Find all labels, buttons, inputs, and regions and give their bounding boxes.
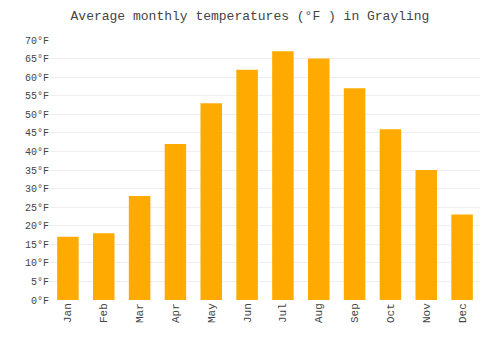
svg-text:Jun: Jun bbox=[242, 303, 254, 323]
svg-text:45°F: 45°F bbox=[25, 128, 49, 139]
svg-text:0°F: 0°F bbox=[31, 296, 49, 307]
svg-text:Sep: Sep bbox=[349, 303, 361, 323]
svg-text:Jan: Jan bbox=[62, 303, 74, 323]
svg-text:15°F: 15°F bbox=[25, 240, 49, 251]
svg-text:30°F: 30°F bbox=[25, 184, 49, 195]
svg-text:5°F: 5°F bbox=[31, 277, 49, 288]
svg-text:50°F: 50°F bbox=[25, 110, 49, 121]
svg-text:Average monthly temperatures (: Average monthly temperatures (°F ) in Gr… bbox=[71, 9, 430, 24]
svg-text:Oct: Oct bbox=[385, 303, 397, 323]
svg-text:20°F: 20°F bbox=[25, 221, 49, 232]
svg-text:Dec: Dec bbox=[457, 303, 469, 323]
svg-text:10°F: 10°F bbox=[25, 258, 49, 269]
svg-text:Mar: Mar bbox=[134, 303, 146, 323]
svg-text:35°F: 35°F bbox=[25, 166, 49, 177]
svg-text:Jul: Jul bbox=[277, 303, 289, 323]
svg-text:40°F: 40°F bbox=[25, 147, 49, 158]
svg-text:Feb: Feb bbox=[98, 303, 110, 323]
svg-text:Apr: Apr bbox=[170, 303, 182, 323]
svg-text:25°F: 25°F bbox=[25, 203, 49, 214]
svg-text:55°F: 55°F bbox=[25, 91, 49, 102]
svg-text:Nov: Nov bbox=[421, 303, 433, 323]
svg-text:60°F: 60°F bbox=[25, 73, 49, 84]
svg-text:May: May bbox=[206, 303, 218, 323]
svg-text:70°F: 70°F bbox=[25, 36, 49, 47]
svg-text:65°F: 65°F bbox=[25, 54, 49, 65]
svg-text:Aug: Aug bbox=[313, 303, 325, 323]
